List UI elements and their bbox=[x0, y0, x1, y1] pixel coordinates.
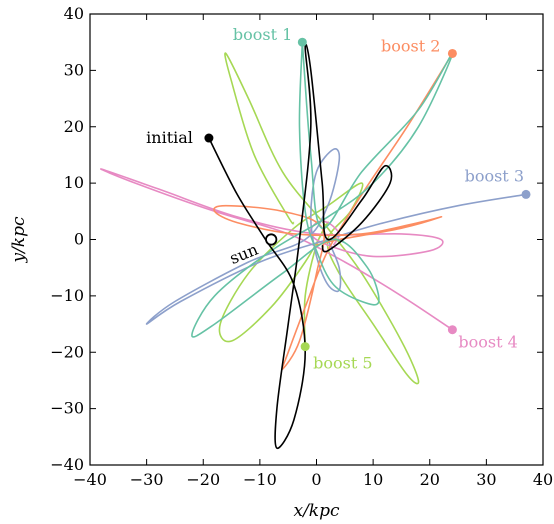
orbit-curves bbox=[100, 42, 527, 449]
label-boost-4: boost 4 bbox=[458, 333, 517, 352]
orbit-markers bbox=[204, 37, 531, 352]
x-tick-label: 30 bbox=[476, 470, 496, 489]
x-tick-label: 40 bbox=[533, 470, 553, 489]
sun-marker bbox=[265, 233, 278, 246]
start-marker-boost-2 bbox=[447, 48, 457, 58]
y-tick-label: 0 bbox=[74, 230, 84, 249]
start-marker-initial bbox=[204, 133, 214, 143]
x-tick-label: −40 bbox=[73, 470, 107, 489]
y-tick-label: 20 bbox=[64, 117, 84, 136]
orbit-line-initial bbox=[208, 43, 393, 449]
x-tick-label: −30 bbox=[130, 470, 164, 489]
y-tick-label: 10 bbox=[64, 173, 84, 192]
label-initial: initial bbox=[146, 128, 193, 147]
x-tick-label: −10 bbox=[243, 470, 277, 489]
axis-ticks: −40 −30 −20 −10 0 10 20 30 40 −40 −30 −20 −10 0 10 20 30… bbox=[50, 4, 553, 489]
y-tick-label: −20 bbox=[50, 342, 84, 361]
y-tick-label: 30 bbox=[64, 60, 84, 79]
y-tick-label: −30 bbox=[50, 399, 84, 418]
y-tick-label: −10 bbox=[50, 286, 84, 305]
start-marker-boost-5 bbox=[300, 342, 310, 352]
y-tick-label: 40 bbox=[64, 4, 84, 23]
label-boost-1: boost 1 bbox=[233, 25, 292, 44]
orbit-line-boost-1 bbox=[191, 42, 454, 338]
x-tick-label: −20 bbox=[186, 470, 220, 489]
start-marker-boost-1 bbox=[297, 37, 307, 47]
annotations: initial boost 1 boost 2 boost 3 boost 4 boost… bbox=[146, 25, 524, 372]
orbit-line-boost-5 bbox=[218, 52, 420, 385]
label-boost-2: boost 2 bbox=[381, 36, 440, 55]
orbit-line-boost-4 bbox=[100, 168, 453, 331]
y-tick-label: −40 bbox=[50, 455, 84, 474]
x-tick-label: 10 bbox=[363, 470, 383, 489]
start-marker-boost-3 bbox=[521, 189, 531, 199]
x-axis-title: x/kpc bbox=[293, 501, 339, 521]
label-boost-3: boost 3 bbox=[465, 166, 524, 185]
x-tick-label: 0 bbox=[311, 470, 321, 489]
start-marker-boost-4 bbox=[447, 325, 457, 335]
label-boost-5: boost 5 bbox=[313, 354, 372, 373]
y-axis-title: y/kpc bbox=[9, 216, 29, 264]
x-tick-label: 20 bbox=[420, 470, 440, 489]
